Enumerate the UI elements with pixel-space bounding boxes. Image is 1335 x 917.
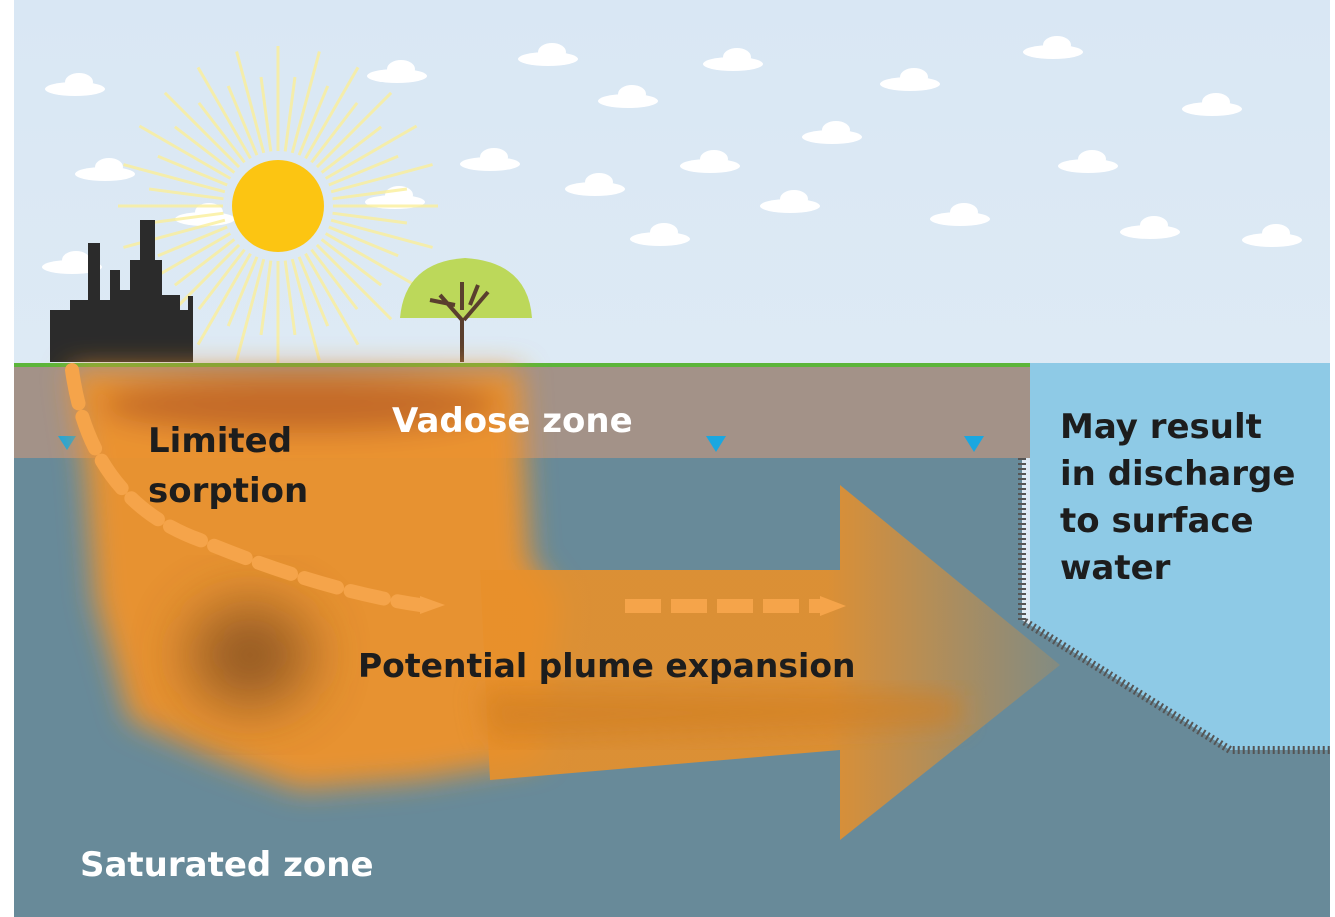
- cloud-part: [780, 190, 808, 208]
- cloud-part: [900, 68, 928, 86]
- vadose-label: Vadose zone: [392, 401, 633, 441]
- saturated-label: Saturated zone: [80, 845, 374, 885]
- sorption-label: Limited: [148, 421, 292, 461]
- cloud-part: [700, 150, 728, 168]
- cloud-part: [95, 158, 123, 176]
- sun: [232, 160, 324, 252]
- cloud-part: [1043, 36, 1071, 54]
- discharge-label: in discharge: [1060, 454, 1295, 494]
- diagram: Vadose zone Limited sorption Potential p…: [0, 0, 1335, 917]
- cloud-part: [650, 223, 678, 241]
- plume-core: [190, 605, 310, 705]
- sorption-label: sorption: [148, 471, 308, 511]
- cloud-part: [387, 60, 415, 78]
- cloud-part: [585, 173, 613, 191]
- cloud-part: [822, 121, 850, 139]
- discharge-label: water: [1060, 548, 1171, 588]
- cloud-part: [1078, 150, 1106, 168]
- cloud-part: [480, 148, 508, 166]
- plume-label: Potential plume expansion: [358, 646, 856, 685]
- cloud-part: [65, 73, 93, 91]
- cloud-part: [1202, 93, 1230, 111]
- discharge-label: May result: [1060, 407, 1262, 447]
- discharge-label: to surface: [1060, 501, 1254, 541]
- cloud-part: [538, 43, 566, 61]
- cloud-part: [1262, 224, 1290, 242]
- page: Vadose zone Limited sorption Potential p…: [0, 0, 1335, 917]
- cloud-part: [723, 48, 751, 66]
- cloud-part: [950, 203, 978, 221]
- cloud-part: [1140, 216, 1168, 234]
- cloud-part: [62, 251, 90, 269]
- cloud-part: [618, 85, 646, 103]
